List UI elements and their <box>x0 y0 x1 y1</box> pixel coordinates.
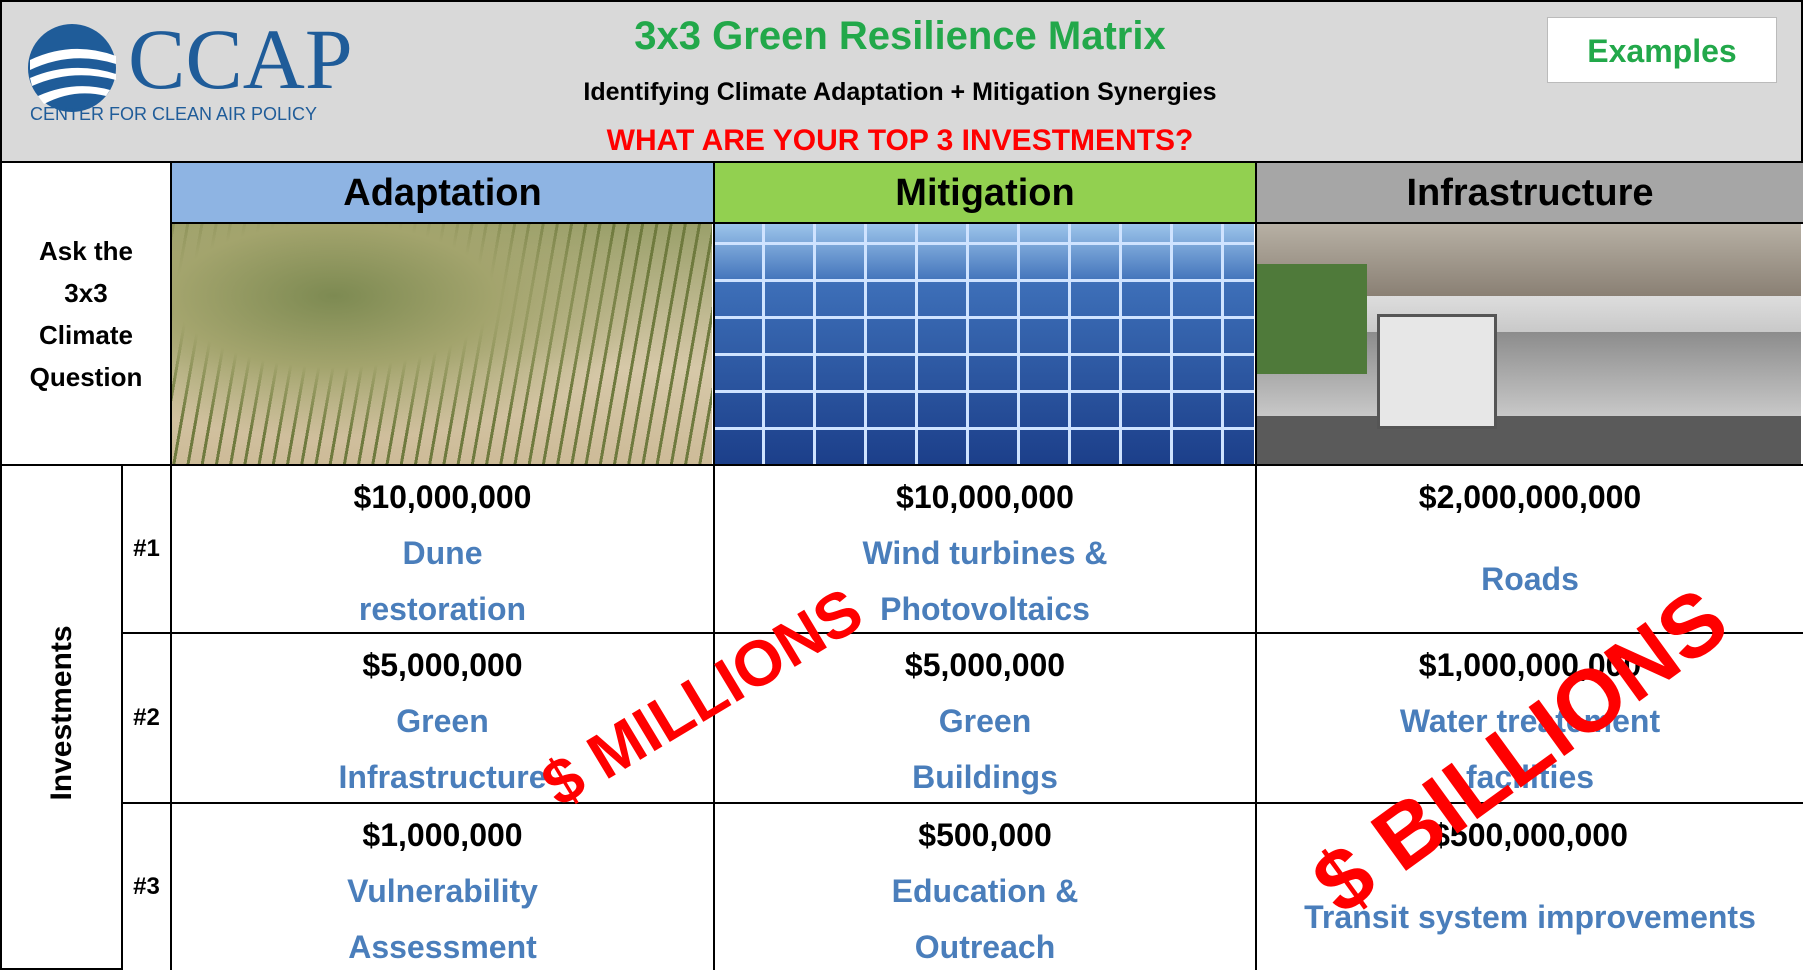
amount: $5,000,000 <box>905 637 1065 693</box>
page: CCAP CENTER FOR CLEAN AIR POLICY 3x3 Gre… <box>0 0 1803 970</box>
label-line: Assessment <box>347 919 538 970</box>
row-group-cell: Investments <box>0 464 123 970</box>
logo-subtitle: CENTER FOR CLEAN AIR POLICY <box>30 104 317 125</box>
row-group-label: Investments <box>45 463 79 963</box>
label-line: Dune <box>359 525 526 581</box>
rank-cell: #1 <box>121 464 172 634</box>
label-line: Buildings <box>912 749 1058 805</box>
amount: $2,000,000,000 <box>1419 469 1641 525</box>
prompt-line: Ask the <box>39 230 133 272</box>
column-header: Mitigation <box>713 161 1257 224</box>
prompt-line: Climate <box>39 314 133 356</box>
examples-button[interactable]: Examples <box>1547 17 1777 83</box>
amount: $5,000,000 <box>362 637 522 693</box>
label-line: Roads <box>1481 551 1579 607</box>
logo-text: CCAP <box>128 14 353 104</box>
label-line: Education & <box>892 863 1079 919</box>
question: WHAT ARE YOUR TOP 3 INVESTMENTS? <box>500 124 1300 158</box>
image-frame <box>170 222 715 466</box>
image-frame <box>1255 222 1803 466</box>
column-header: Infrastructure <box>1255 161 1803 224</box>
prompt-line: Question <box>30 356 143 398</box>
prompt-line: 3x3 <box>64 272 107 314</box>
label-line: Vulnerability <box>347 863 538 919</box>
subtitle: Identifying Climate Adaptation + Mitigat… <box>500 78 1300 107</box>
investment-label: Education &Outreach <box>892 863 1079 970</box>
column-header: Adaptation <box>170 161 715 224</box>
image-frame <box>713 222 1257 466</box>
label-line: restoration <box>359 581 526 637</box>
rank-cell: #3 <box>121 802 172 970</box>
investment-label: Roads <box>1481 525 1579 632</box>
title: 3x3 Green Resilience Matrix <box>500 14 1300 59</box>
label-line: Green <box>912 693 1058 749</box>
amount: $10,000,000 <box>896 469 1074 525</box>
amount: $10,000,000 <box>354 469 532 525</box>
label-line: Green <box>338 693 546 749</box>
rank-cell: #2 <box>121 632 172 804</box>
label-line: Outreach <box>892 919 1079 970</box>
amount: $500,000 <box>918 807 1051 863</box>
